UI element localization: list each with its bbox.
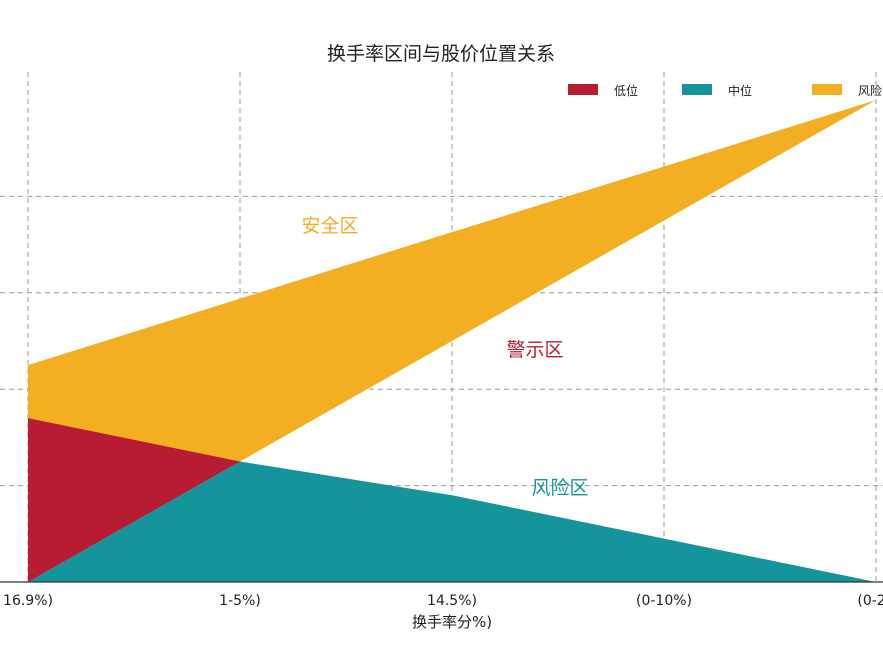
red-area <box>28 418 240 582</box>
area-series <box>28 100 876 582</box>
x-tick-label: 16.9%) <box>3 593 53 609</box>
zone-label: 安全区 <box>301 215 358 237</box>
x-axis-label: 换手率分%) <box>412 613 492 631</box>
x-tick-label: 14.5%) <box>427 593 477 609</box>
legend-swatch <box>812 84 842 95</box>
legend-label: 风险 <box>858 83 882 98</box>
x-tick-label: 1-5%) <box>219 593 261 609</box>
legend-swatch <box>682 84 712 95</box>
legend-swatch <box>568 84 598 95</box>
legend-label: 低位 <box>614 83 638 98</box>
zone-label: 警示区 <box>506 339 563 361</box>
x-tick-labels: 16.9%) 1-5%) 14.5%) (0-10%) (0-20 <box>3 593 883 609</box>
legend: 低位 中位 风险 <box>568 83 882 98</box>
teal-area <box>28 461 876 582</box>
chart-title: 换手率区间与股价位置关系 <box>327 43 555 65</box>
x-tick-label: (0-10%) <box>636 593 692 609</box>
legend-label: 中位 <box>728 83 752 98</box>
x-tick-label: (0-20 <box>857 593 883 609</box>
zone-label: 风险区 <box>531 477 588 499</box>
